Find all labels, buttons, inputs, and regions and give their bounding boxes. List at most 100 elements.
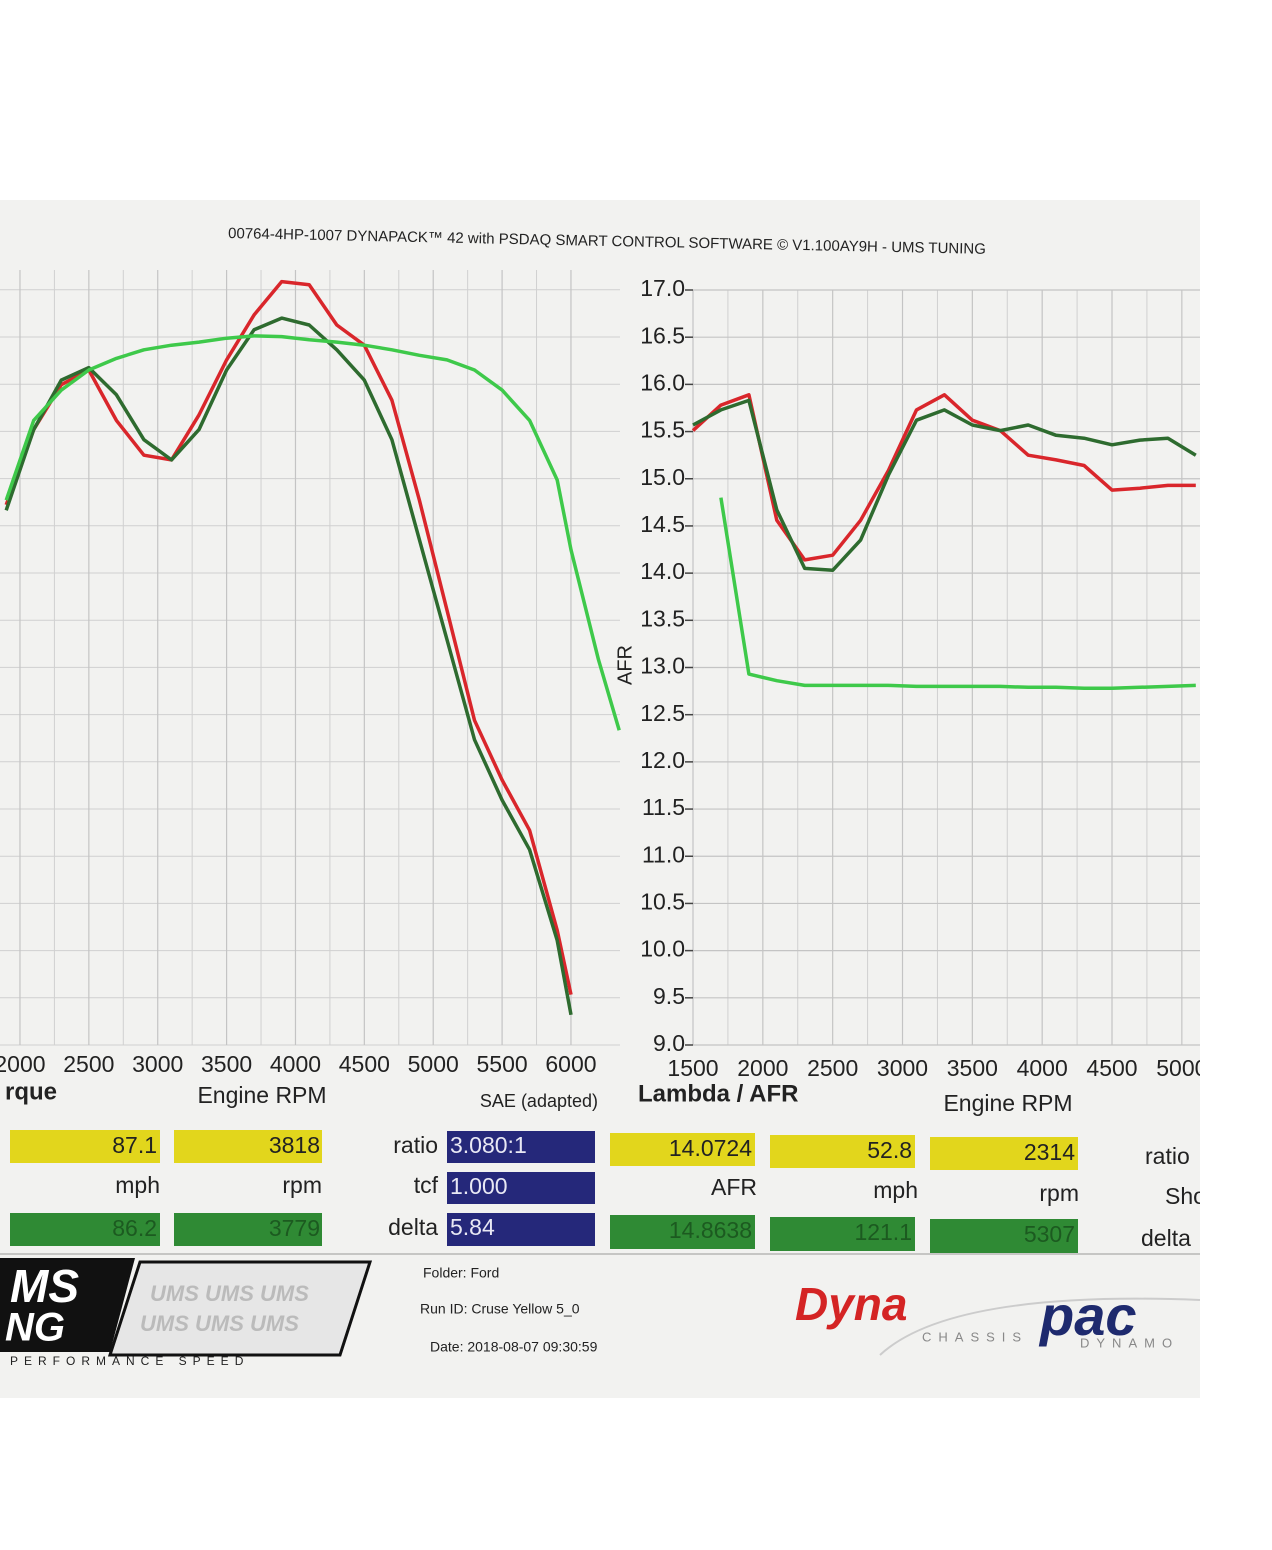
x-tick-label: 4000 bbox=[270, 1051, 321, 1077]
y-tick-label: 16.5 bbox=[640, 322, 685, 348]
x-tick-label: 5000 bbox=[1156, 1055, 1207, 1081]
x-tick-label: 5500 bbox=[477, 1051, 528, 1077]
readout-label: tcf bbox=[414, 1172, 439, 1198]
readout-label: ratio bbox=[393, 1132, 438, 1158]
readout: 1.000 bbox=[450, 1173, 508, 1199]
x-tick-label: 3000 bbox=[877, 1055, 928, 1081]
readout: 87.1 bbox=[112, 1132, 157, 1158]
readout-box bbox=[770, 1135, 915, 1168]
x-tick-label: 2500 bbox=[807, 1055, 858, 1081]
folder: Folder: Ford bbox=[423, 1265, 499, 1281]
readout: 14.8638 bbox=[669, 1217, 752, 1243]
y-tick-label: 9.0 bbox=[653, 1030, 685, 1056]
x-tick-label: 4000 bbox=[1017, 1055, 1068, 1081]
note: SAE (adapted) bbox=[480, 1091, 598, 1111]
y-tick-label: 17.0 bbox=[640, 275, 685, 301]
readout-box bbox=[447, 1131, 595, 1163]
readout-label: ratio bbox=[1145, 1143, 1190, 1169]
ums-logo-text: MS bbox=[10, 1260, 79, 1312]
x-tick-label: 3000 bbox=[132, 1051, 183, 1077]
readout: 86.2 bbox=[112, 1215, 157, 1241]
chart-title: rque bbox=[5, 1078, 57, 1105]
readout: 121.1 bbox=[854, 1219, 912, 1245]
x-tick-label: 1500 bbox=[667, 1055, 718, 1081]
readout-label: delta bbox=[1141, 1225, 1191, 1251]
readout: 3779 bbox=[269, 1215, 320, 1241]
ums-logo-text: NG bbox=[5, 1306, 65, 1350]
y-tick-label: 12.0 bbox=[640, 747, 685, 773]
readout: 3818 bbox=[269, 1132, 320, 1158]
x-axis-label: Engine RPM bbox=[197, 1082, 326, 1108]
dynapack-logo: Dyna bbox=[795, 1278, 907, 1330]
y-tick-label: 14.5 bbox=[640, 511, 685, 537]
x-tick-label: 4500 bbox=[1086, 1055, 1137, 1081]
x-tick-label: 3500 bbox=[201, 1051, 252, 1077]
readout: 3.080:1 bbox=[450, 1132, 527, 1158]
y-tick-label: 13.0 bbox=[640, 653, 685, 679]
readout: 2314 bbox=[1024, 1139, 1075, 1165]
series-line bbox=[719, 497, 1196, 691]
ums-logo bbox=[0, 1258, 135, 1352]
unit-label: mph bbox=[873, 1177, 918, 1203]
ums-logo-panel bbox=[107, 1260, 373, 1357]
readout-box bbox=[174, 1213, 322, 1246]
readout-box bbox=[610, 1215, 755, 1249]
y-tick-label: 12.5 bbox=[640, 700, 685, 726]
x-tick-label: 2000 bbox=[0, 1051, 46, 1077]
ums-watermark: UMS UMS UMS bbox=[150, 1281, 309, 1306]
readout-box bbox=[610, 1133, 755, 1166]
y-tick-label: 15.5 bbox=[640, 417, 685, 443]
series-line bbox=[4, 316, 573, 1016]
unit-label: mph bbox=[115, 1172, 160, 1198]
dynamo-text: DYNAMO bbox=[1080, 1335, 1179, 1350]
unit-label: AFR bbox=[711, 1174, 757, 1200]
y-tick-label: 13.5 bbox=[640, 605, 685, 631]
readout-box bbox=[447, 1213, 595, 1246]
run-id: Run ID: Cruse Yellow 5_0 bbox=[420, 1301, 580, 1317]
series-line bbox=[691, 393, 1196, 562]
dynapack-logo: pac bbox=[1038, 1284, 1137, 1347]
readout-box bbox=[770, 1217, 915, 1251]
readout-box bbox=[174, 1130, 322, 1163]
paper bbox=[0, 200, 1200, 1398]
series-line bbox=[4, 334, 621, 731]
readout-box bbox=[10, 1130, 160, 1163]
unit-label: rpm bbox=[282, 1172, 322, 1198]
y-tick-label: 15.0 bbox=[640, 464, 685, 490]
readout-box bbox=[447, 1172, 595, 1204]
x-tick-label: 3500 bbox=[947, 1055, 998, 1081]
y-tick-label: 11.5 bbox=[642, 794, 685, 820]
x-tick-label: 6000 bbox=[545, 1051, 596, 1077]
readout: 5.84 bbox=[450, 1214, 495, 1240]
y-tick-label: 16.0 bbox=[640, 369, 685, 395]
y-tick-label: 10.0 bbox=[640, 936, 685, 962]
readout-box bbox=[930, 1137, 1078, 1170]
series-line bbox=[692, 398, 1197, 573]
swoosh bbox=[879, 1297, 1200, 1356]
x-tick-label: 2000 bbox=[737, 1055, 788, 1081]
y-tick-label: 10.5 bbox=[640, 889, 685, 915]
ums-tagline: PERFORMANCE SPEED bbox=[10, 1354, 249, 1368]
y-axis-label: AFR bbox=[614, 645, 636, 685]
ums-watermark: UMS UMS UMS bbox=[140, 1311, 299, 1336]
readout-box bbox=[930, 1219, 1078, 1253]
y-tick-label: 11.0 bbox=[642, 841, 685, 867]
y-tick-label: 14.0 bbox=[640, 558, 685, 584]
chassis-text: CHASSIS bbox=[922, 1329, 1028, 1344]
date: Date: 2018-08-07 09:30:59 bbox=[430, 1339, 598, 1355]
x-tick-label: 5000 bbox=[408, 1051, 459, 1077]
x-tick-label: 4500 bbox=[339, 1051, 390, 1077]
x-tick-label: 2500 bbox=[63, 1051, 114, 1077]
readout: 14.0724 bbox=[669, 1135, 752, 1161]
unit-label: rpm bbox=[1039, 1180, 1079, 1206]
readout: 5307 bbox=[1024, 1221, 1075, 1247]
chart-title: Lambda / AFR bbox=[638, 1080, 798, 1107]
readout: 52.8 bbox=[867, 1137, 912, 1163]
readout-label: Sho bbox=[1165, 1183, 1206, 1209]
readout-box bbox=[10, 1213, 160, 1246]
y-tick-label: 9.5 bbox=[653, 983, 685, 1009]
charts: 2000 2500 3000 3500 4000 4500 5000 5500 6000 1500… bbox=[0, 270, 1207, 1081]
x-axis-label: Engine RPM bbox=[943, 1090, 1072, 1116]
